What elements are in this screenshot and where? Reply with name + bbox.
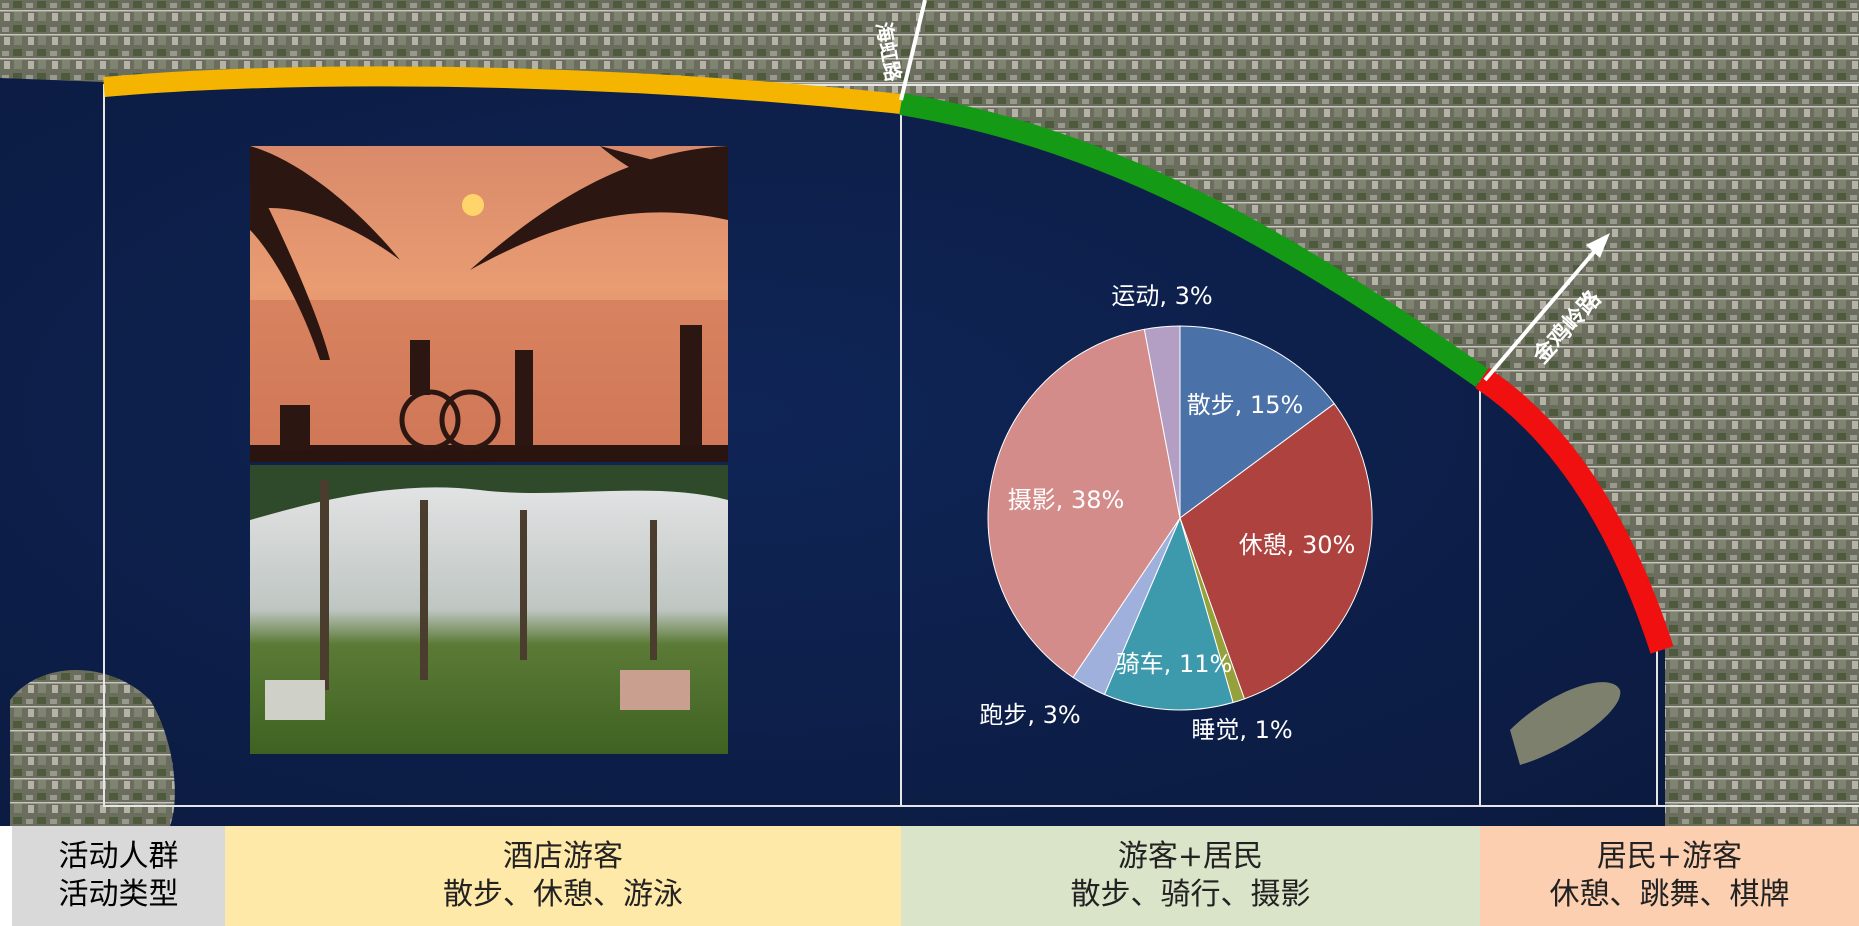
activities: 休憩、跳舞、棋牌 <box>1549 877 1790 912</box>
pie-slice <box>1179 403 1373 700</box>
arrow-head <box>1586 233 1610 258</box>
coast-green <box>899 93 1489 387</box>
table-cell: 居民+游客 休憩、跳舞、棋牌 <box>1480 826 1859 926</box>
table-header: 活动人群 活动类型 <box>12 826 225 926</box>
data-label: 摄影, 38% <box>1008 486 1125 514</box>
land <box>0 0 1859 826</box>
map: 海虹路 金鸡岭路 散步, 15%休憩, 30%睡觉, 1%骑车, 11%跑步, … <box>0 0 1859 826</box>
activities: 散步、休憩、游泳 <box>443 877 683 912</box>
table-cell: 游客+居民 散步、骑行、摄影 <box>901 826 1480 926</box>
photo-sunset <box>250 146 728 462</box>
coast-yellow <box>103 66 903 114</box>
data-label: 骑车, 11% <box>1116 650 1233 678</box>
pie-slice <box>1179 325 1335 519</box>
data-label: 休憩, 30% <box>1239 531 1356 559</box>
pie-slice <box>987 328 1181 679</box>
header-text: 活动人群 <box>58 839 179 874</box>
group: 居民+游客 <box>1596 839 1743 874</box>
pie-slice <box>1103 516 1234 711</box>
table-cell: 酒店游客 散步、休憩、游泳 <box>225 826 901 926</box>
coast-red <box>1475 368 1674 654</box>
island <box>10 670 175 826</box>
data-label: 跑步, 3% <box>979 701 1080 729</box>
frame <box>103 84 1859 807</box>
group: 酒店游客 <box>503 839 623 874</box>
islet <box>1510 682 1621 765</box>
road-arrow <box>1483 243 1602 382</box>
data-label: 运动, 3% <box>1111 282 1212 310</box>
road-line <box>899 0 927 101</box>
data-label: 睡觉, 1% <box>1191 716 1292 744</box>
header-text: 活动类型 <box>58 877 179 912</box>
group: 游客+居民 <box>1117 839 1264 874</box>
photo-park <box>250 465 728 754</box>
data-label: 散步, 15% <box>1187 391 1304 419</box>
pie-slice <box>1143 325 1181 519</box>
activities: 散步、骑行、摄影 <box>1070 877 1311 912</box>
